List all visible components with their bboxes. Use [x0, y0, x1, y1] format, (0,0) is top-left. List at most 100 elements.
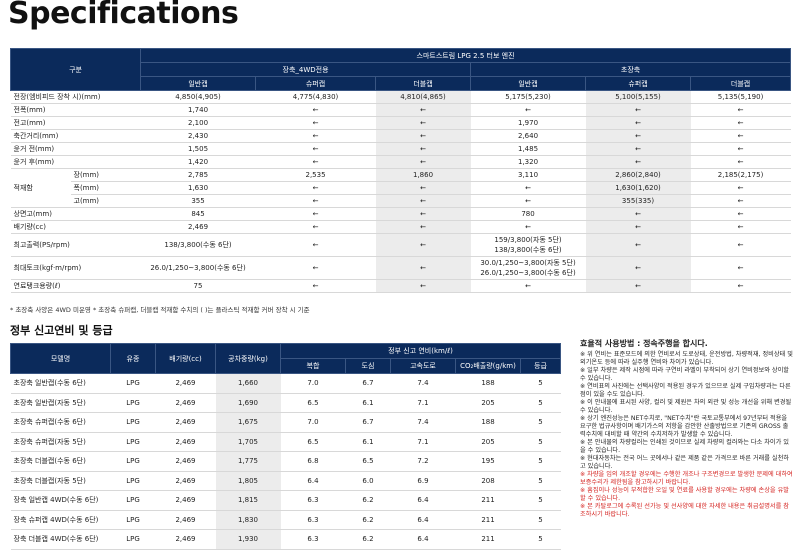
spec-value: 2,185(2,175): [690, 168, 791, 182]
spec-value: ←: [585, 279, 691, 293]
group-label: 적재함: [10, 168, 71, 208]
spec-value: 159/3,800(자동 5단) 138/3,800(수동 6단): [470, 233, 586, 257]
fuel-row: 초장축 슈퍼캡(자동 5단) LPG 2,469 1,705 6.5 6.1 7.1 205 5: [10, 432, 561, 452]
warning-item: ※ 차량을 임의 개조할 경우에는 수행한 개조나 구조변경으로 발생한 문제에…: [580, 471, 793, 486]
fuel-value: 211: [455, 510, 521, 530]
fuel-value: 2,469: [155, 471, 216, 491]
fuel-value: LPG: [110, 471, 156, 491]
spec-value: 75: [140, 279, 256, 293]
spec-value: ←: [585, 142, 691, 156]
row-label: 배기량(cc): [10, 220, 141, 234]
spec-value: ←: [690, 194, 791, 208]
spec-value: 1,485: [470, 142, 586, 156]
spec-value: ←: [690, 116, 791, 130]
fuel-value: 2,469: [155, 490, 216, 511]
fuel-value: 6.5: [345, 451, 391, 472]
spec-value: ←: [470, 181, 586, 195]
spec-value: ←: [690, 129, 791, 143]
fuel-value: 6.3: [280, 510, 346, 530]
spec-value: ←: [690, 103, 791, 117]
spec-row: 축간거리(mm) 2,430 ← ← 2,640 ← ←: [10, 129, 791, 143]
fuel-value: 6.8: [280, 451, 346, 472]
row-label: 전고(mm): [10, 116, 141, 130]
fuel-value: 5: [520, 529, 561, 550]
fuel-value: 211: [455, 490, 521, 511]
fuel-row: 초장축 더블캡(수동 6단) LPG 2,469 1,775 6.8 6.5 7.2 195 5: [10, 451, 561, 472]
value-line: 138/3,800(수동 6단): [494, 246, 562, 254]
fuel-value: 1,805: [215, 471, 281, 491]
spec-value: ←: [690, 181, 791, 195]
fuel-value: LPG: [110, 412, 156, 433]
fuel-value: LPG: [110, 432, 156, 452]
spec-row: 윤거 후(mm) 1,420 ← ← 1,320 ← ←: [10, 155, 791, 169]
spec-value: 355: [140, 194, 256, 208]
spec-row: 전장(엠비피드 장착 시)(mm) 4,850(4,905) 4,775(4,830…: [10, 90, 791, 104]
model-name: 장축 슈퍼캡 4WD(수동 6단): [10, 510, 111, 530]
column-header: 공차중량(kg): [215, 343, 281, 374]
spec-value: 30.0/1,250~3,800(자동 5단) 26.0/1,250~3,800(…: [470, 256, 586, 280]
fuel-value: 1,930: [215, 529, 281, 550]
sub-label: 고(mm): [70, 194, 141, 208]
spec-value: 2,469: [140, 220, 256, 234]
group-header: 장축_4WD전용: [140, 62, 472, 77]
cab-header: 더블캡: [690, 76, 792, 91]
header-row: 일반캡 슈퍼캡 더블캡 일반캡 슈퍼캡 더블캡: [11, 76, 792, 91]
fuel-value: 2,469: [155, 393, 216, 413]
fuel-value: 2,469: [155, 529, 216, 550]
spec-row: 폭(mm) 1,630 ← ← ← 1,630(1,620) ←: [11, 181, 791, 195]
fuel-value: LPG: [110, 529, 156, 550]
note-item: ※ 이 안내물에 표시된 사양, 컬러 및 제원은 차의 외관 및 성능 개선을…: [580, 399, 792, 414]
fuel-value: 1,830: [215, 510, 281, 530]
spec-value: 2,860(2,840): [585, 168, 691, 182]
spec-value: 1,740: [140, 103, 256, 117]
fuel-row: 초장축 슈퍼캡(수동 6단) LPG 2,469 1,675 7.0 6.7 7.4 188 5: [10, 412, 561, 433]
spec-value: 845: [140, 207, 256, 221]
header-row: 복합 도심 고속도로 CO₂배출량(g/km) 등급: [11, 358, 561, 374]
fuel-value: 7.2: [390, 451, 456, 472]
cab-header: 일반캡: [470, 76, 587, 91]
fuel-value: 2,469: [155, 451, 216, 472]
spec-row: 고(mm) 355 ← ← ← 355(335) ←: [11, 194, 791, 208]
sub-label: 장(mm): [70, 168, 141, 182]
row-label: 연료탱크용량(ℓ): [10, 279, 141, 293]
spec-value: 1,630(1,620): [585, 181, 691, 195]
fuel-value: 1,690: [215, 393, 281, 413]
note-item: ※ 연비표의 사진에는 선택사양이 적용된 경우가 있으므로 실제 구입차량과는…: [580, 383, 791, 398]
fuel-value: 6.7: [345, 373, 391, 394]
fuel-value: 6.2: [345, 490, 391, 511]
spec-value: ←: [585, 116, 691, 130]
fuel-value: 1,675: [215, 412, 281, 433]
spec-value: ←: [375, 116, 471, 130]
spec-value: ←: [470, 220, 586, 234]
spec-value: ←: [375, 207, 471, 221]
spec-value: ←: [470, 103, 586, 117]
cab-header: 더블캡: [375, 76, 472, 91]
model-name: 초장축 더블캡(수동 6단): [10, 451, 111, 472]
spec-value: ←: [375, 155, 471, 169]
spec-value: ←: [255, 142, 376, 156]
fuel-value: 2,469: [155, 510, 216, 530]
spec-value: ←: [585, 155, 691, 169]
row-label: 최고출력(PS/rpm): [10, 233, 141, 257]
spec-value: 1,970: [470, 116, 586, 130]
spec-value: ←: [255, 279, 376, 293]
sub-label: 폭(mm): [70, 181, 141, 195]
page-title: Specifications: [8, 0, 239, 31]
row-label: 윤거 전(mm): [10, 142, 141, 156]
spec-value: 4,775(4,830): [255, 90, 376, 104]
group-header: 정부 신고 연비(km/ℓ): [280, 343, 561, 359]
spec-value: ←: [375, 103, 471, 117]
spec-value: ←: [690, 256, 791, 280]
fuel-value: 5: [520, 471, 561, 491]
spec-value: ←: [255, 194, 376, 208]
row-label: 전장(엠비피드 장착 시)(mm): [10, 90, 141, 104]
spec-value: 2,785: [140, 168, 256, 182]
fuel-value: 6.0: [345, 471, 391, 491]
spec-value: ←: [690, 207, 791, 221]
column-header: CO₂배출량(g/km): [455, 358, 521, 374]
spec-value: 2,430: [140, 129, 256, 143]
spec-value: 2,100: [140, 116, 256, 130]
spec-value: 1,860: [375, 168, 471, 182]
